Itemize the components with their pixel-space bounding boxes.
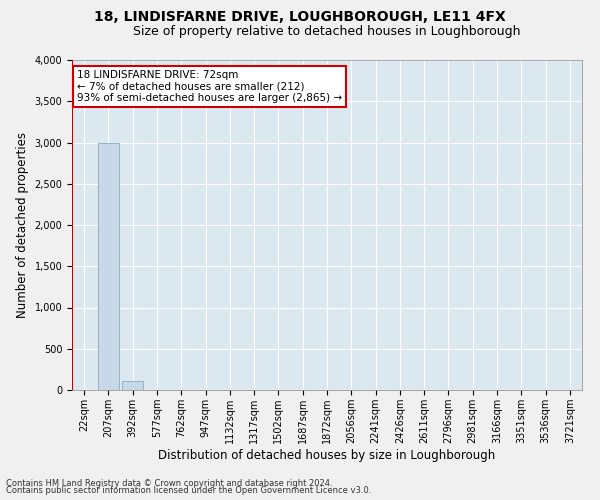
Text: Contains HM Land Registry data © Crown copyright and database right 2024.: Contains HM Land Registry data © Crown c…: [6, 478, 332, 488]
Title: Size of property relative to detached houses in Loughborough: Size of property relative to detached ho…: [133, 25, 521, 38]
Text: 18 LINDISFARNE DRIVE: 72sqm
← 7% of detached houses are smaller (212)
93% of sem: 18 LINDISFARNE DRIVE: 72sqm ← 7% of deta…: [77, 70, 342, 103]
Bar: [122, 381, 143, 390]
X-axis label: Distribution of detached houses by size in Loughborough: Distribution of detached houses by size …: [158, 448, 496, 462]
Text: 18, LINDISFARNE DRIVE, LOUGHBOROUGH, LE11 4FX: 18, LINDISFARNE DRIVE, LOUGHBOROUGH, LE1…: [94, 10, 506, 24]
Text: Contains public sector information licensed under the Open Government Licence v3: Contains public sector information licen…: [6, 486, 371, 495]
Y-axis label: Number of detached properties: Number of detached properties: [16, 132, 29, 318]
Bar: [98, 142, 119, 390]
